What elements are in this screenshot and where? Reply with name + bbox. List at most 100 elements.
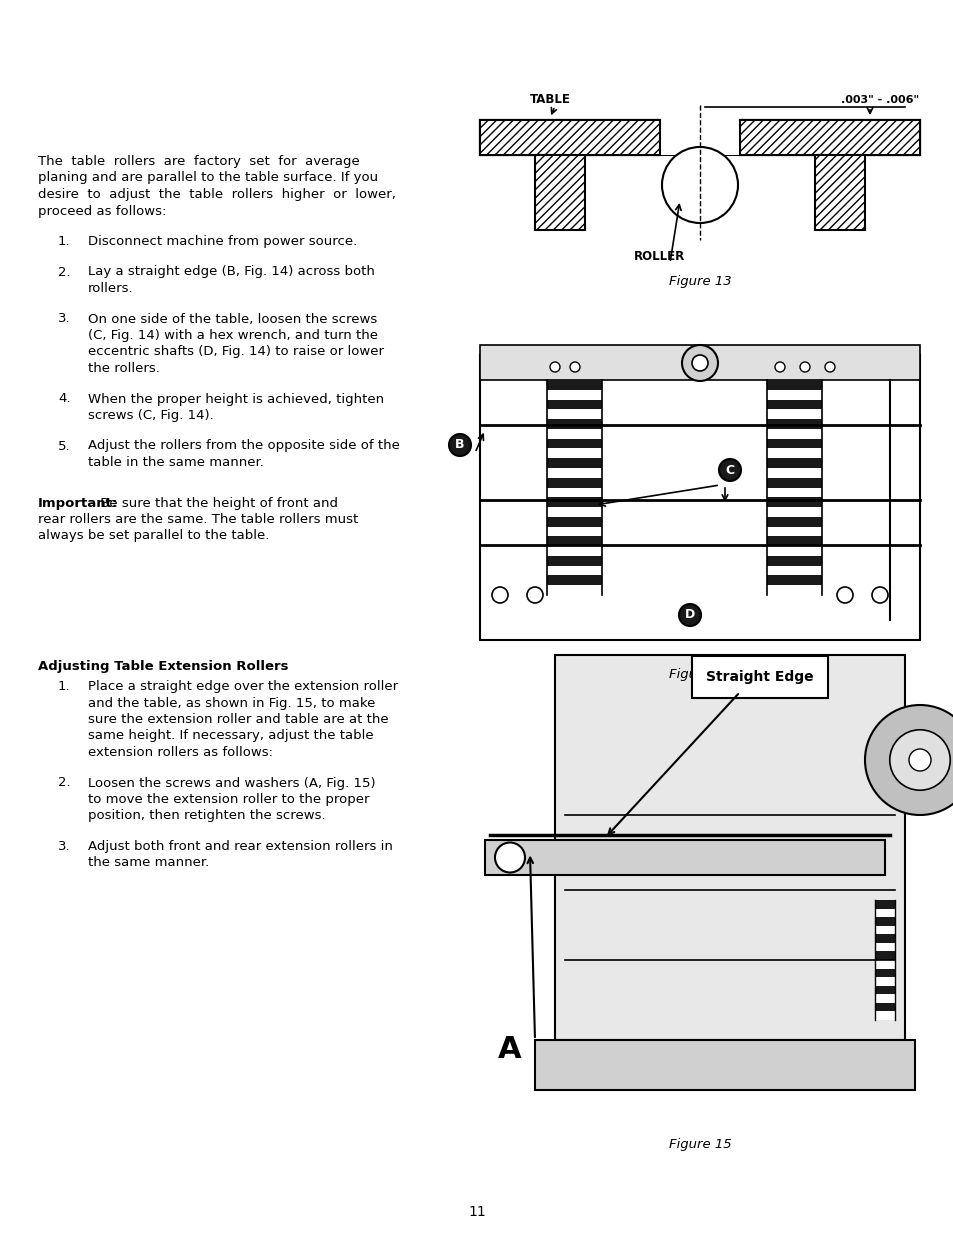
Bar	[547, 546, 602, 556]
Text: proceed as follows:: proceed as follows:	[38, 205, 166, 217]
Text: Place a straight edge over the extension roller: Place a straight edge over the extension…	[88, 680, 397, 693]
Text: Important:: Important:	[38, 496, 118, 510]
Text: screws (C, Fig. 14).: screws (C, Fig. 14).	[88, 409, 213, 422]
Text: same height. If necessary, adjust the table: same height. If necessary, adjust the ta…	[88, 730, 374, 742]
Text: 4.: 4.	[58, 393, 71, 405]
Bar	[484, 840, 884, 876]
Bar	[740, 120, 919, 156]
Text: position, then retighten the screws.: position, then retighten the screws.	[88, 809, 325, 823]
Bar	[547, 458, 602, 468]
Bar	[767, 576, 821, 585]
Circle shape	[871, 587, 887, 603]
Bar	[547, 576, 602, 585]
Bar	[479, 345, 919, 380]
Circle shape	[661, 147, 738, 224]
Bar	[767, 448, 821, 458]
Bar	[874, 986, 894, 994]
Bar	[767, 488, 821, 498]
Bar	[479, 120, 659, 156]
Bar	[555, 655, 904, 1040]
Text: planing and are parallel to the table surface. If you: planing and are parallel to the table su…	[38, 172, 377, 184]
Circle shape	[550, 362, 559, 372]
Text: Figure 15: Figure 15	[668, 1137, 731, 1151]
Bar	[874, 977, 894, 986]
Bar	[547, 526, 602, 536]
Text: Figure 13: Figure 13	[668, 275, 731, 288]
Text: Figure 14: Figure 14	[668, 668, 731, 680]
Circle shape	[492, 587, 507, 603]
Text: Adjust both front and rear extension rollers in: Adjust both front and rear extension rol…	[88, 840, 393, 853]
Bar	[874, 1011, 894, 1020]
Text: and the table, as shown in Fig. 15, to make: and the table, as shown in Fig. 15, to m…	[88, 697, 375, 709]
Bar	[874, 926, 894, 935]
Bar	[547, 438, 602, 448]
Text: ROLLER: ROLLER	[634, 249, 685, 263]
Text: A: A	[497, 1035, 521, 1065]
Circle shape	[836, 587, 852, 603]
Bar	[767, 409, 821, 419]
Bar	[767, 390, 821, 400]
Bar	[767, 419, 821, 429]
Circle shape	[824, 362, 834, 372]
Circle shape	[691, 354, 707, 370]
Bar	[535, 156, 584, 230]
Text: rear rollers are the same. The table rollers must: rear rollers are the same. The table rol…	[38, 513, 358, 526]
Bar	[535, 1040, 914, 1091]
Bar	[547, 498, 602, 508]
Text: 3.: 3.	[58, 840, 71, 853]
Bar	[767, 429, 821, 438]
Text: desire  to  adjust  the  table  rollers  higher  or  lower,: desire to adjust the table rollers highe…	[38, 188, 395, 201]
Circle shape	[800, 362, 809, 372]
Text: TABLE: TABLE	[529, 93, 570, 106]
Bar	[547, 390, 602, 400]
Circle shape	[679, 604, 700, 626]
Circle shape	[569, 362, 579, 372]
Text: Adjust the rollers from the opposite side of the: Adjust the rollers from the opposite sid…	[88, 440, 399, 452]
Text: the same manner.: the same manner.	[88, 857, 209, 869]
Bar	[767, 438, 821, 448]
Bar	[767, 468, 821, 478]
Bar	[547, 478, 602, 488]
Bar	[767, 516, 821, 526]
Bar	[547, 508, 602, 516]
Text: 1.: 1.	[58, 235, 71, 248]
Bar	[455, 345, 944, 650]
Bar	[767, 536, 821, 546]
Text: Straight Edge: Straight Edge	[705, 671, 813, 684]
Text: always be set parallel to the table.: always be set parallel to the table.	[38, 530, 269, 542]
Bar	[767, 546, 821, 556]
Bar	[547, 516, 602, 526]
Bar	[547, 409, 602, 419]
Text: extension rollers as follows:: extension rollers as follows:	[88, 746, 273, 760]
Bar	[767, 400, 821, 409]
Circle shape	[774, 362, 784, 372]
Text: B: B	[455, 438, 464, 452]
Text: eccentric shafts (D, Fig. 14) to raise or lower: eccentric shafts (D, Fig. 14) to raise o…	[88, 346, 384, 358]
Text: to move the extension roller to the proper: to move the extension roller to the prop…	[88, 793, 369, 806]
Bar	[874, 900, 894, 909]
Bar	[767, 478, 821, 488]
Text: sure the extension roller and table are at the: sure the extension roller and table are …	[88, 713, 388, 726]
Bar	[874, 942, 894, 951]
Bar	[874, 918, 894, 926]
Text: (C, Fig. 14) with a hex wrench, and turn the: (C, Fig. 14) with a hex wrench, and turn…	[88, 329, 377, 342]
Text: The  table  rollers  are  factory  set  for  average: The table rollers are factory set for av…	[38, 156, 359, 168]
Bar	[547, 400, 602, 409]
Text: 11: 11	[468, 1205, 485, 1219]
Text: rollers.: rollers.	[88, 282, 133, 295]
Circle shape	[681, 345, 718, 382]
Bar	[874, 951, 894, 960]
Circle shape	[908, 748, 930, 771]
Bar	[547, 419, 602, 429]
Text: Be sure that the height of front and: Be sure that the height of front and	[96, 496, 337, 510]
Circle shape	[495, 842, 524, 872]
Text: .003" - .006": .003" - .006"	[840, 95, 918, 105]
Bar	[547, 448, 602, 458]
Bar	[767, 508, 821, 516]
Bar	[767, 526, 821, 536]
Bar	[547, 380, 602, 390]
Bar	[659, 119, 740, 156]
Text: the rollers.: the rollers.	[88, 362, 160, 375]
Circle shape	[889, 730, 949, 790]
Text: 5.: 5.	[58, 440, 71, 452]
